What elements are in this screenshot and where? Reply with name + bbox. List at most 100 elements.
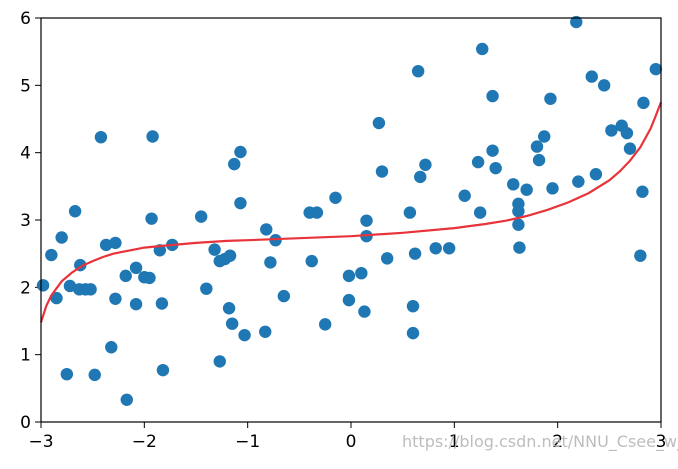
scatter-point [637, 96, 650, 110]
scatter-point [109, 236, 122, 250]
scatter-point [486, 144, 499, 157]
scatter-point [355, 266, 368, 280]
scatter-point [520, 183, 533, 196]
scatter-point [264, 256, 277, 269]
scatter-point [129, 297, 143, 311]
scatter-point [360, 214, 373, 227]
scatter-point [45, 248, 58, 262]
scatter-point [546, 182, 559, 195]
scatter-point [222, 302, 236, 315]
scatter-point [318, 318, 332, 331]
scatter-point [260, 223, 273, 236]
x-tick-label: −2 [132, 432, 157, 452]
x-tick-label: 0 [346, 432, 357, 452]
y-tick-label: 1 [20, 346, 31, 366]
scatter-point [234, 196, 247, 210]
x-tick-label: −3 [28, 432, 53, 452]
scatter-point [623, 142, 637, 155]
fit-curve-line [39, 101, 663, 323]
scatter-point [442, 242, 456, 255]
scatter-point [342, 293, 356, 307]
scatter-point [146, 130, 159, 143]
scatter-point [636, 185, 649, 198]
scatter-point [213, 355, 226, 368]
scatter-point [471, 155, 485, 169]
scatter-point [129, 261, 143, 275]
scatter-point [414, 170, 427, 184]
scatter-point [649, 62, 663, 76]
x-tick-label: 1 [449, 432, 460, 452]
scatter-point [63, 279, 77, 293]
scatter-point [36, 279, 50, 292]
y-tick-label: 5 [20, 76, 31, 96]
scatter-point [223, 249, 237, 262]
scatter-point [532, 153, 546, 167]
scatter-point [60, 367, 74, 381]
scatter-point [358, 305, 371, 318]
scatter-point [486, 89, 499, 103]
scatter-point [234, 145, 247, 159]
scatter-point [277, 289, 291, 303]
scatter-point [143, 271, 156, 285]
scatter-point [530, 140, 544, 153]
scatter-point [208, 243, 221, 256]
scatter-point [489, 161, 502, 175]
scatter-point [513, 241, 526, 254]
scatter-point [406, 299, 420, 313]
scatter-point [408, 247, 422, 260]
axes-frame [40, 17, 662, 423]
y-tick-label: 3 [20, 211, 31, 231]
scatter-point [403, 206, 417, 219]
scatter-point [570, 15, 583, 29]
x-tick-label: 3 [656, 432, 667, 452]
y-tick-label: 6 [20, 9, 31, 29]
scatter-point [238, 328, 251, 342]
scatter-point [109, 292, 122, 305]
watermark-text: https://blog.csdn.net/NNU_Csee_wjw [402, 432, 678, 451]
scatter-series [36, 15, 663, 406]
scatter-point [375, 165, 389, 178]
y-tick-label: 2 [20, 278, 31, 298]
scatter-point [406, 326, 420, 340]
scatter-point [105, 341, 118, 354]
scatter-point [512, 205, 525, 218]
scatter-point [476, 42, 489, 56]
fit-curve-layer [39, 101, 663, 323]
ticks-layer: −3 −2 −1 0 1 2 3 0 1 2 3 4 5 6 [20, 9, 666, 452]
scatter-point [589, 168, 603, 181]
scatter-point [55, 231, 68, 244]
scatter-point [634, 249, 647, 262]
scatter-point [597, 79, 611, 92]
y-tick-label: 4 [20, 144, 31, 164]
scatter-point [458, 189, 471, 202]
scatter-point [512, 218, 525, 231]
scatter-point [507, 178, 520, 191]
scatter-point [572, 175, 585, 188]
y-tick-label: 0 [20, 413, 31, 433]
scatter-point [225, 317, 239, 330]
scatter-point [200, 282, 213, 295]
scatter-point [544, 92, 557, 106]
scatter-point [329, 191, 342, 204]
scatter-point [473, 206, 487, 219]
scatter-point [342, 269, 356, 283]
scatter-point [310, 206, 324, 219]
scatter-point [372, 116, 386, 130]
scatter-point [156, 363, 170, 377]
x-tick-label: 2 [552, 432, 563, 452]
scatter-point [411, 64, 425, 78]
scatter-point [120, 393, 133, 406]
scatter-point [84, 283, 97, 296]
scatter-point [380, 252, 394, 265]
scatter-point [305, 254, 318, 268]
scatter-point [620, 126, 634, 140]
scatter-point [605, 124, 618, 137]
scatter-point [429, 242, 442, 255]
scatter-point [194, 210, 208, 223]
scatter-point [585, 70, 598, 83]
scatter-point [119, 269, 132, 283]
scatter-point [94, 130, 108, 144]
scatter-point [538, 130, 551, 143]
scatter-point [419, 158, 432, 171]
